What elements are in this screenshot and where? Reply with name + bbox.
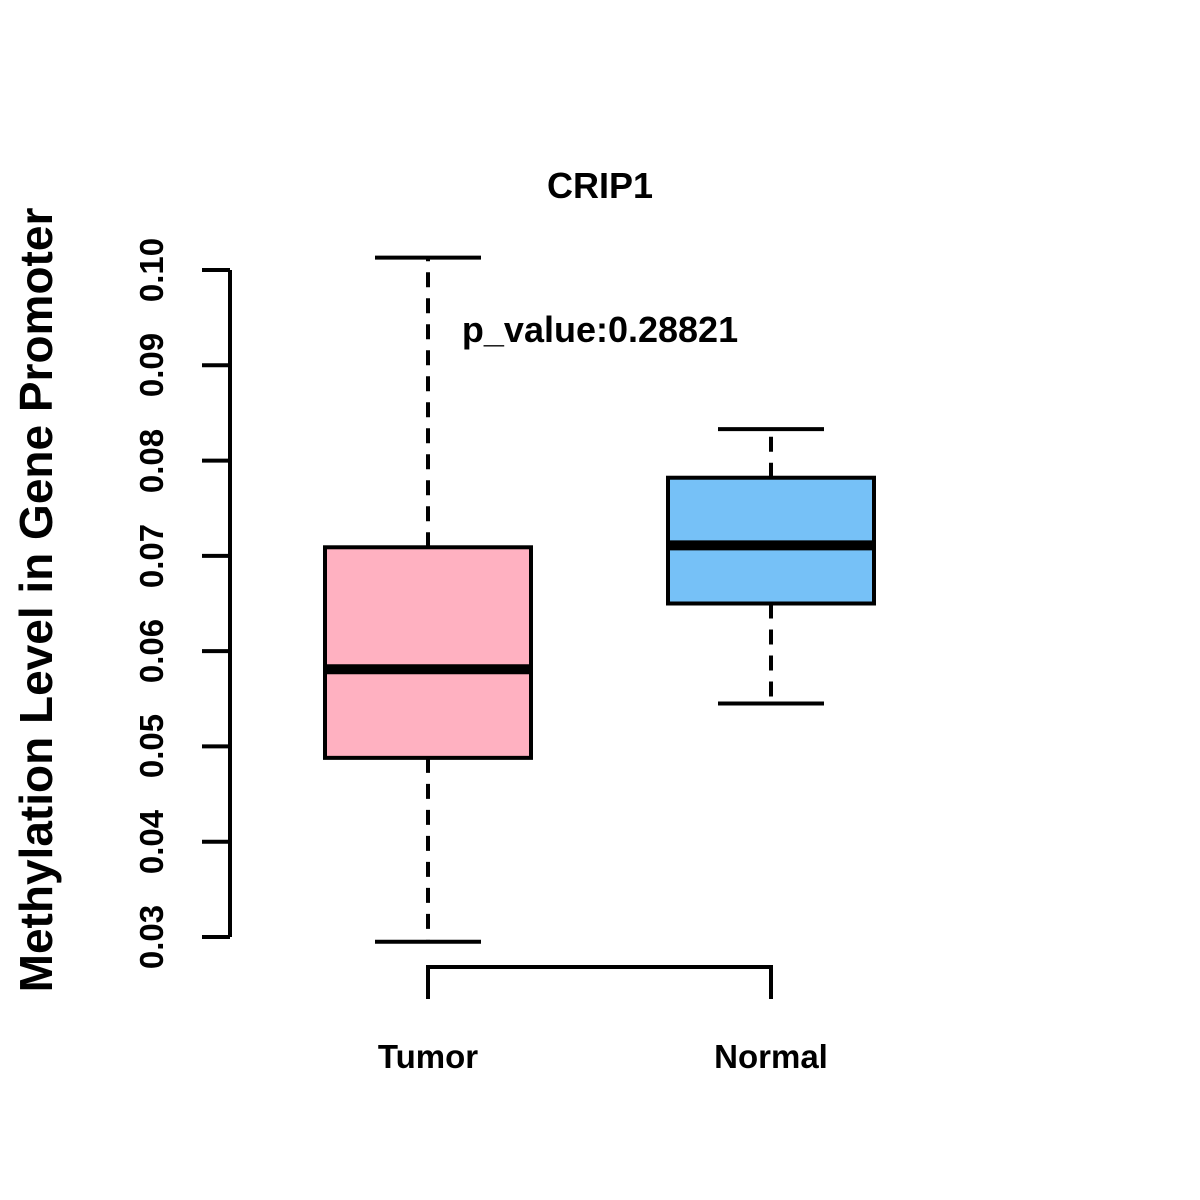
y-axis-tick-label: 0.03 — [133, 904, 170, 970]
tumor-box — [323, 545, 533, 760]
x-axis-label-normal: Normal — [714, 1038, 828, 1075]
chart-title-block: CRIP1 p_value:0.28821 — [0, 66, 1200, 450]
y-axis-tick-label: 0.09 — [133, 333, 170, 398]
x-axis-label-tumor: Tumor — [377, 1038, 479, 1075]
y-axis-tick-label: 0.06 — [133, 619, 170, 684]
y-axis-tick-label: 0.05 — [133, 714, 170, 779]
x-axis-bracket — [426, 965, 773, 999]
chart-subtitle: p_value:0.28821 — [461, 309, 739, 350]
y-axis-tick-label: 0.07 — [133, 523, 170, 588]
y-axis-tick-label: 0.04 — [133, 809, 170, 874]
y-axis-tick-label: 0.10 — [133, 237, 170, 303]
chart-title: CRIP1 — [546, 165, 654, 206]
y-axis-tick-label: 0.08 — [133, 428, 170, 493]
